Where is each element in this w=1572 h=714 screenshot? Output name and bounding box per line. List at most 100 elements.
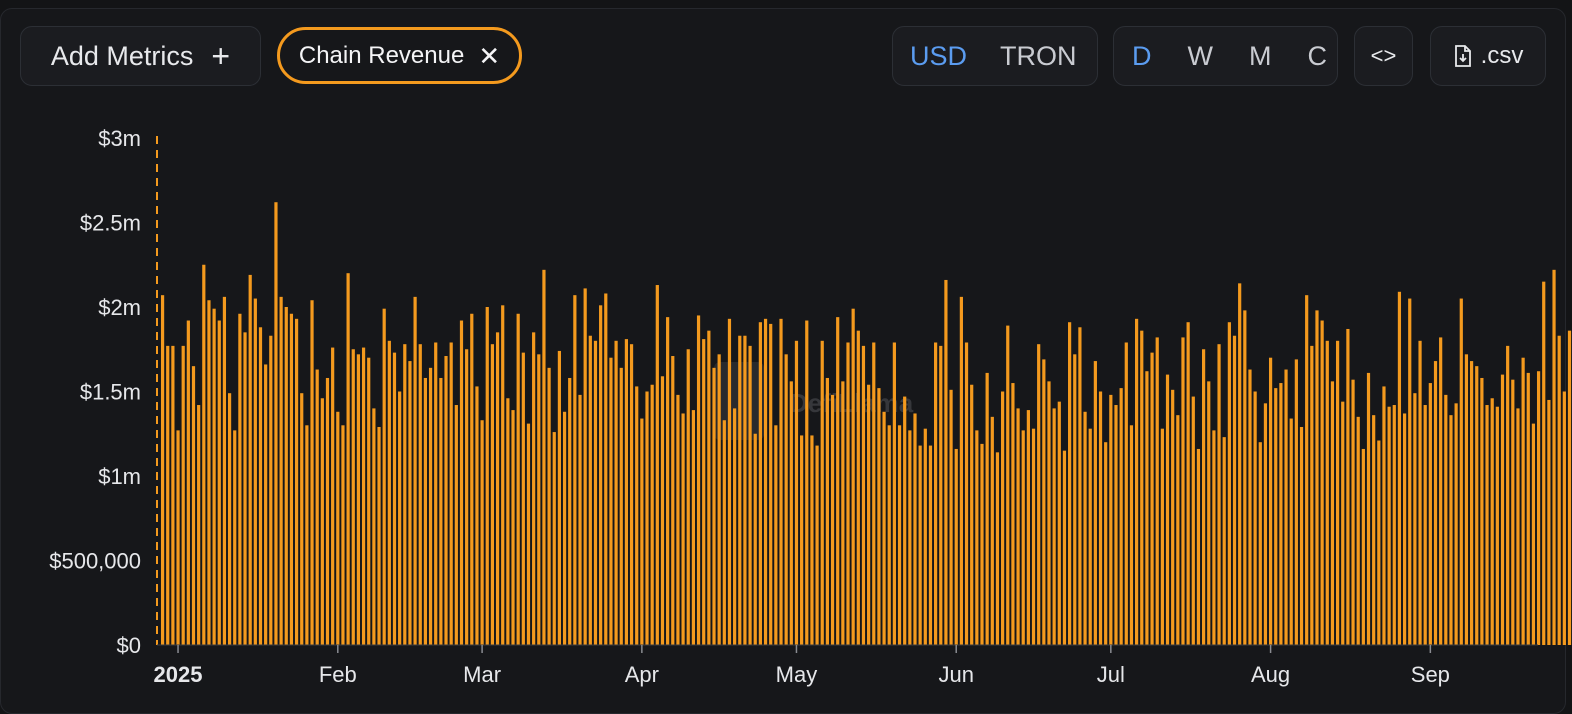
bar[interactable] [289,313,294,645]
bar[interactable] [599,305,603,645]
bar[interactable] [733,408,737,645]
bar[interactable] [547,367,551,645]
bar[interactable] [382,308,386,645]
bar[interactable] [1068,322,1072,645]
bar[interactable] [521,352,525,645]
bar[interactable] [300,393,304,645]
bar[interactable] [1037,344,1041,645]
metric-chip-chain-revenue[interactable]: Chain Revenue ✕ [277,27,522,84]
bar[interactable] [320,398,324,645]
bar[interactable] [784,354,788,645]
bar[interactable] [666,317,670,645]
bar[interactable] [439,377,443,645]
bar[interactable] [1449,415,1453,645]
currency-option-tron[interactable]: TRON [1000,40,1077,71]
bar[interactable] [1021,430,1025,645]
bar[interactable] [1114,405,1118,645]
bar[interactable] [490,344,495,645]
embed-button[interactable]: <> [1354,26,1413,86]
bar[interactable] [604,293,608,645]
bar[interactable] [959,296,963,645]
bar[interactable] [336,411,340,645]
bar[interactable] [928,445,933,645]
bar[interactable] [640,418,644,645]
bar[interactable] [542,269,546,645]
bar[interactable] [1511,379,1515,645]
bar[interactable] [934,342,938,645]
bar[interactable] [1186,322,1190,645]
bar[interactable] [392,352,397,645]
bar[interactable] [686,349,690,645]
bar[interactable] [1346,328,1350,645]
bar[interactable] [867,384,871,645]
bar[interactable] [1196,448,1201,645]
bar[interactable] [1171,389,1175,645]
bar[interactable] [918,445,922,645]
bar[interactable] [846,342,850,645]
bar[interactable] [1562,391,1566,646]
bar[interactable] [1433,361,1438,645]
bar[interactable] [1212,430,1216,645]
bar[interactable] [702,339,706,645]
bar[interactable] [264,364,268,645]
bar[interactable] [769,323,773,645]
bar[interactable] [1109,394,1113,645]
bar[interactable] [1011,383,1015,645]
bar[interactable] [1418,340,1422,645]
bar[interactable] [825,377,829,645]
bar[interactable] [1542,281,1546,645]
bar[interactable] [779,318,783,645]
bar[interactable] [897,425,902,645]
bar[interactable] [537,354,541,645]
bar[interactable] [856,330,860,645]
bar[interactable] [975,430,979,645]
bar[interactable] [310,300,314,645]
bar[interactable] [1480,377,1484,645]
bar[interactable] [1129,425,1134,645]
bar[interactable] [197,405,201,645]
bar[interactable] [676,394,680,645]
bar[interactable] [712,367,716,645]
bar[interactable] [970,384,974,645]
period-option-daily[interactable]: D [1132,40,1152,71]
bar[interactable] [176,430,180,645]
bar[interactable] [1382,386,1386,645]
close-icon[interactable]: ✕ [478,40,501,71]
bar[interactable] [1006,325,1010,645]
bar[interactable] [526,423,531,645]
bar[interactable] [1073,354,1077,645]
bar[interactable] [614,340,618,645]
bar[interactable] [939,345,943,645]
bar[interactable] [861,345,866,645]
bar[interactable] [624,339,628,645]
bar[interactable] [810,435,814,645]
bar[interactable] [506,398,510,645]
bar[interactable] [1248,369,1252,645]
bar[interactable] [423,377,428,645]
bar[interactable] [532,332,536,645]
bar[interactable] [480,420,484,645]
bar[interactable] [444,356,448,645]
bar[interactable] [1536,371,1541,645]
bar[interactable] [1104,442,1108,645]
bar[interactable] [650,384,654,645]
bar[interactable] [1057,401,1061,645]
bar[interactable] [501,305,505,645]
bar[interactable] [1083,411,1087,645]
bar[interactable] [629,344,634,645]
bar[interactable] [588,335,592,645]
bar[interactable] [923,428,927,645]
bar[interactable] [748,345,752,645]
bar[interactable] [758,322,762,645]
bar[interactable] [1531,423,1536,645]
download-csv-button[interactable]: .csv [1430,26,1546,86]
bar[interactable] [227,393,232,645]
bar[interactable] [903,396,907,645]
bar[interactable] [1361,448,1365,645]
bar[interactable] [1392,405,1396,645]
bar[interactable] [722,420,726,645]
bar[interactable] [1031,428,1036,645]
bar[interactable] [964,342,969,645]
bar[interactable] [1464,354,1469,645]
bar[interactable] [727,318,732,645]
